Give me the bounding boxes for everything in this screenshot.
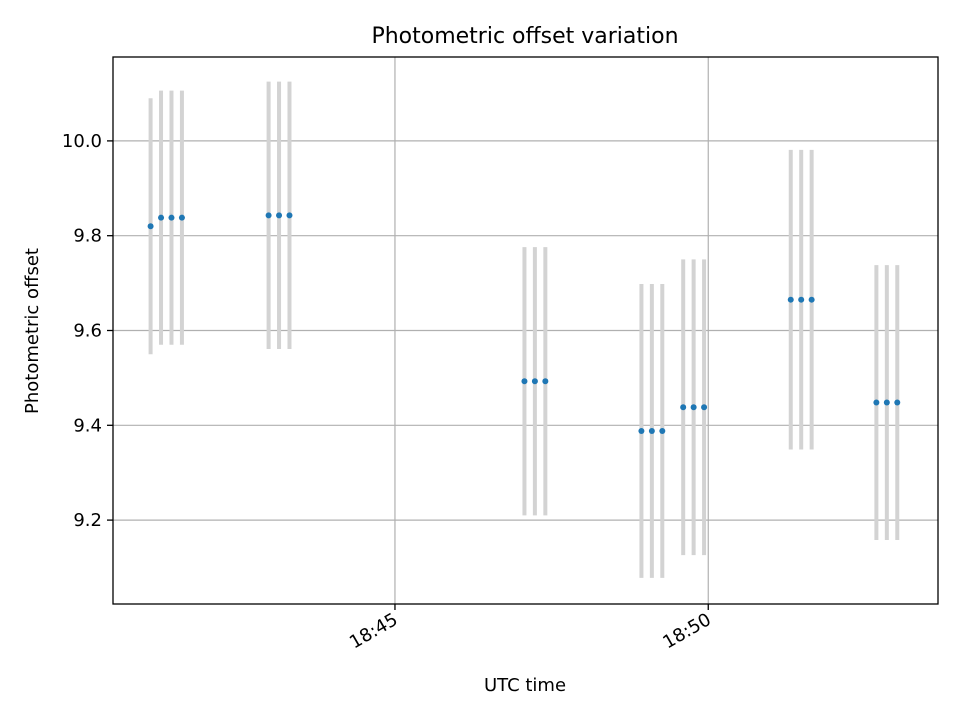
x-tick-label: 18:45 [346, 609, 401, 653]
data-point [883, 399, 890, 406]
point-layer [147, 212, 901, 434]
data-point [680, 404, 687, 411]
data-point [701, 404, 708, 411]
data-point [659, 427, 666, 434]
data-point [808, 296, 815, 303]
data-point [690, 404, 697, 411]
data-point [531, 378, 538, 385]
y-tick-label: 9.2 [73, 510, 102, 531]
data-point [873, 399, 880, 406]
x-axis-label: UTC time [484, 675, 566, 696]
data-point [638, 427, 645, 434]
data-point [521, 378, 528, 385]
data-point [158, 214, 165, 221]
data-point [798, 296, 805, 303]
data-point [542, 378, 549, 385]
y-tick-label: 9.4 [73, 415, 102, 436]
data-point [147, 223, 154, 230]
chart-title: Photometric offset variation [371, 24, 678, 49]
data-point [178, 214, 185, 221]
data-point [286, 212, 293, 219]
y-axis-label: Photometric offset [22, 248, 43, 414]
errorbar-layer [148, 81, 900, 578]
data-point [276, 212, 283, 219]
x-tick-label: 18:50 [659, 609, 714, 653]
data-point [648, 427, 655, 434]
y-tick-label: 9.6 [73, 321, 102, 342]
data-point [265, 212, 272, 219]
data-point [168, 214, 175, 221]
y-tick-label: 9.8 [73, 226, 102, 247]
y-tick-label: 10.0 [62, 131, 102, 152]
data-point [787, 296, 794, 303]
data-point [894, 399, 901, 406]
